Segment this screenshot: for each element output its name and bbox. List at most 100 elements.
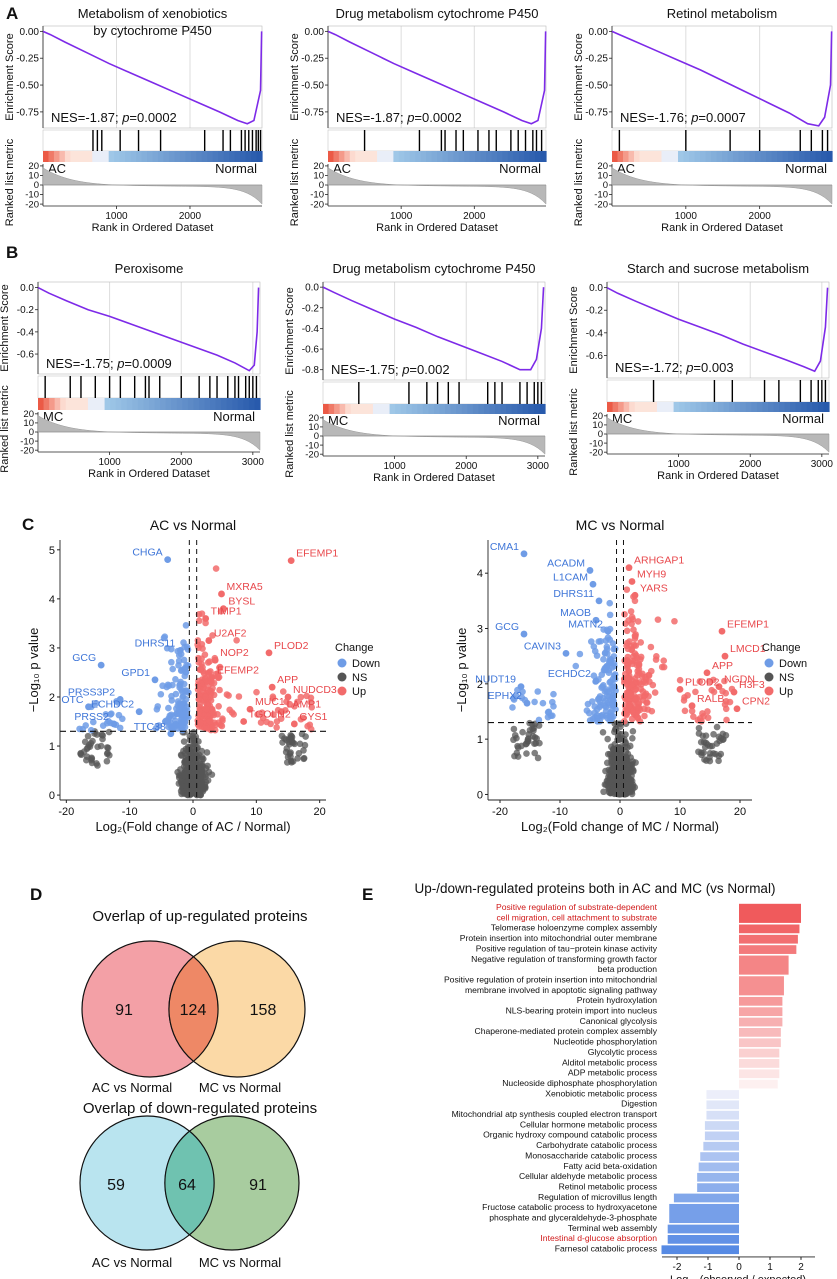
go-term-label: Fatty acid beta-oxidation bbox=[563, 1161, 657, 1171]
protein-label: OTC bbox=[61, 694, 84, 706]
down-point bbox=[609, 640, 617, 647]
rank-color-segment bbox=[92, 151, 99, 162]
x-tick-label: 0 bbox=[190, 806, 196, 818]
p-symbol: p bbox=[685, 360, 693, 375]
rank-color-segment bbox=[356, 404, 363, 414]
rank-color-segment bbox=[389, 404, 396, 414]
down-point bbox=[584, 700, 592, 708]
rank-color-segment bbox=[639, 151, 646, 162]
venn-up-title: Overlap of up-regulated proteins bbox=[92, 908, 307, 925]
down-point bbox=[176, 680, 184, 688]
ns-point bbox=[604, 735, 611, 743]
venn-up: Overlap of up-regulated proteins 91 124 … bbox=[81, 908, 308, 1095]
ns-point bbox=[191, 754, 198, 761]
down-point bbox=[550, 690, 557, 698]
rank-color-segment bbox=[650, 151, 657, 162]
labeled-point bbox=[703, 669, 711, 677]
protein-label: GPD1 bbox=[121, 667, 150, 679]
ns-point bbox=[611, 725, 619, 733]
up-point bbox=[199, 645, 206, 652]
legend-dot-ns bbox=[764, 672, 774, 682]
x-tick-label: 1000 bbox=[105, 211, 128, 222]
rank-color-segment bbox=[361, 404, 368, 414]
up-point bbox=[195, 696, 203, 703]
p-symbol: p bbox=[401, 362, 409, 377]
rank-color-segment bbox=[93, 398, 100, 410]
up-point bbox=[195, 617, 203, 625]
labeled-point bbox=[721, 652, 729, 660]
up-point bbox=[623, 627, 631, 635]
labeled-point bbox=[278, 708, 286, 716]
rank-y-tick-label: 10 bbox=[592, 420, 603, 431]
up-point bbox=[625, 703, 633, 710]
nes-value: NES=-1.72; bbox=[615, 360, 686, 375]
rank-color-segment bbox=[453, 151, 460, 162]
rank-color-segment bbox=[645, 151, 652, 162]
rank-color-segment bbox=[744, 151, 751, 162]
ns-point bbox=[534, 754, 542, 762]
y-tick-label: -0.75 bbox=[585, 107, 608, 118]
rank-color-segment bbox=[483, 404, 491, 414]
y-tick-label: -0.50 bbox=[301, 81, 324, 92]
down-point bbox=[154, 703, 162, 710]
rank-color-segment bbox=[773, 402, 780, 412]
up-point bbox=[692, 688, 699, 696]
rank-color-segment bbox=[434, 404, 441, 414]
up-point bbox=[680, 697, 688, 704]
down-point bbox=[597, 701, 605, 709]
volcano-plot-mc: MC vs Normal CMA1 ACADM L1CAM DHRS11 MAOBMATN… bbox=[454, 517, 770, 834]
ns-point bbox=[510, 725, 518, 733]
up-point bbox=[631, 686, 639, 694]
ns-point bbox=[701, 756, 708, 763]
rank-y-tick-label: -10 bbox=[594, 190, 608, 201]
go-term-label: Nucleoside diphosphate phosphorylation bbox=[502, 1078, 657, 1088]
x-axis-title: Rank in Ordered Dataset bbox=[92, 222, 214, 234]
up-point bbox=[209, 632, 216, 639]
down-point bbox=[175, 661, 182, 669]
go-term-label: Terminal web assembly bbox=[568, 1223, 658, 1233]
x-tick-label: 2 bbox=[798, 1262, 804, 1273]
labeled-point bbox=[240, 718, 248, 725]
y-tick-label: -0.4 bbox=[586, 328, 604, 339]
y-axis-title-es: Enrichment Score bbox=[289, 33, 301, 120]
legend-dot-up bbox=[337, 686, 347, 696]
rank-color-segment bbox=[683, 151, 690, 162]
ns-point bbox=[185, 755, 192, 763]
up-point bbox=[634, 714, 642, 722]
y-tick-label: -0.6 bbox=[302, 345, 320, 356]
y-tick-label: -0.4 bbox=[302, 324, 320, 335]
x-tick-label: 20 bbox=[314, 806, 326, 818]
ranked-metric-area bbox=[606, 417, 830, 453]
rank-color-segment bbox=[221, 398, 228, 410]
ns-point bbox=[713, 723, 721, 731]
y-tick-label: 0.00 bbox=[589, 27, 609, 38]
go-term-label: Regulation of microvillus length bbox=[538, 1192, 657, 1202]
panel-letter-e: E bbox=[362, 885, 373, 904]
down-point bbox=[92, 699, 100, 707]
ns-point bbox=[175, 772, 183, 779]
x-tick-label: 3000 bbox=[527, 461, 550, 472]
rank-color-segment bbox=[367, 404, 374, 414]
y-tick-label: -0.4 bbox=[17, 327, 35, 338]
go-term-label: Positive regulation of protein insertion… bbox=[444, 974, 657, 984]
rank-color-segment bbox=[623, 151, 630, 162]
x-axis-title: Rank in Ordered Dataset bbox=[373, 472, 495, 484]
ns-point bbox=[302, 733, 309, 740]
ns-point bbox=[190, 777, 198, 784]
go-bar bbox=[739, 1038, 781, 1048]
down-point bbox=[157, 690, 165, 698]
up-point bbox=[307, 698, 315, 706]
up-point bbox=[203, 725, 210, 732]
ns-point bbox=[511, 731, 519, 739]
up-point bbox=[297, 693, 305, 701]
group-label-right: Normal bbox=[785, 161, 827, 176]
ns-point bbox=[532, 739, 540, 747]
up-point bbox=[204, 659, 212, 666]
y-axis-title-es: Enrichment Score bbox=[568, 286, 580, 373]
go-bar bbox=[673, 1193, 739, 1203]
rank-color-segment bbox=[212, 151, 219, 162]
legend-dot-ns bbox=[337, 672, 347, 682]
go-term-label: Telomerase holoenzyme complex assembly bbox=[491, 923, 658, 933]
up-point bbox=[641, 712, 648, 720]
rank-color-segment bbox=[784, 402, 791, 412]
